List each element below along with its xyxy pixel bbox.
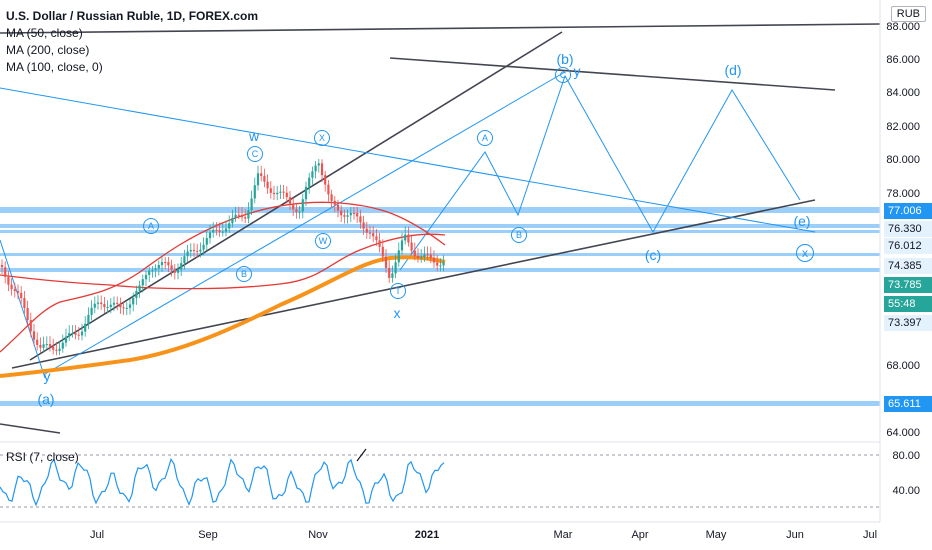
trend-lines[interactable] <box>0 23 881 434</box>
ma100-legend[interactable]: MA (100, close, 0) <box>6 60 103 74</box>
price-tick: 68.000 <box>886 360 920 372</box>
elliott-projection[interactable] <box>399 74 801 271</box>
chart-legend: U.S. Dollar / Russian Ruble, 1D, FOREX.c… <box>6 8 258 76</box>
wave-label-c-circle[interactable]: C <box>555 67 571 83</box>
wave-label-b-paren[interactable]: (b) <box>556 51 574 67</box>
price-tag-zone: 76.012 <box>884 238 932 254</box>
price-tag-zone: 77.006 <box>884 203 932 219</box>
time-tick: May <box>705 529 727 541</box>
price-tick: 86.000 <box>886 54 920 66</box>
wave-label-x-circle[interactable]: x <box>796 244 814 262</box>
price-tick: 88.000 <box>886 21 920 33</box>
last-price-tag: 73.785 <box>884 277 932 293</box>
rsi-line <box>0 458 445 507</box>
wave-label-a[interactable]: A <box>143 218 159 234</box>
candlesticks <box>0 159 445 356</box>
channel-line-2[interactable] <box>44 71 566 375</box>
ma200-legend[interactable]: MA (200, close) <box>6 43 90 57</box>
price-tag-zone: 65.611 <box>884 396 932 412</box>
wave-label-w[interactable]: w <box>248 128 260 144</box>
time-tick: Mar <box>553 529 573 541</box>
price-tick: 84.000 <box>886 87 920 99</box>
wave-label-y-low[interactable]: y <box>43 368 51 384</box>
wave-label-w-mid[interactable]: W <box>315 233 331 249</box>
time-tick: Jul <box>89 529 105 541</box>
wave-label-e-paren[interactable]: (e) <box>793 213 811 229</box>
price-tag-zone: 76.330 <box>884 221 932 237</box>
channel-line[interactable] <box>0 87 816 233</box>
time-tick: Jul <box>862 529 878 541</box>
wave-label-a-proj[interactable]: A <box>477 130 493 146</box>
wave-label-c-paren[interactable]: (c) <box>644 247 662 263</box>
price-tick: 78.000 <box>886 188 920 200</box>
wave-label-a-paren[interactable]: (a) <box>37 391 55 407</box>
currency-button[interactable]: RUB <box>890 6 926 22</box>
price-tag-zone: 73.397 <box>884 315 932 331</box>
rsi-pane <box>0 441 880 508</box>
time-tick: Jun <box>786 529 804 541</box>
wave-label-t[interactable]: T <box>390 283 406 299</box>
time-tick: Sep <box>198 529 218 541</box>
wave-label-b[interactable]: B <box>236 266 252 282</box>
elliott-history[interactable] <box>0 239 46 379</box>
time-tick: Apr <box>631 529 649 541</box>
countdown-tag: 55:48 <box>884 296 932 312</box>
price-tag-zone: 74.385 <box>884 258 932 274</box>
price-tick: 64.000 <box>886 427 920 439</box>
ma200-line <box>0 255 446 378</box>
horizontal-zones <box>0 207 880 406</box>
symbol-title[interactable]: U.S. Dollar / Russian Ruble, 1D, FOREX.c… <box>6 9 259 23</box>
ma50-legend[interactable]: MA (50, close) <box>6 26 83 40</box>
rsi-legend[interactable]: RSI (7, close) <box>6 450 79 464</box>
wave-label-y-top[interactable]: y <box>573 63 581 79</box>
rsi-tick: 80.00 <box>892 450 920 462</box>
wave-label-d-paren[interactable]: (d) <box>724 62 742 78</box>
wave-label-b-proj[interactable]: B <box>511 227 527 243</box>
ma50-line <box>0 201 446 353</box>
wave-label-x[interactable]: X <box>314 130 330 146</box>
price-tick: 82.000 <box>886 121 920 133</box>
price-tick: 80.000 <box>886 154 920 166</box>
wave-label-c[interactable]: C <box>247 146 263 162</box>
wave-label-x-low[interactable]: x <box>393 305 401 321</box>
time-tick: 2021 <box>414 529 440 541</box>
rsi-tick: 40.00 <box>892 485 920 497</box>
time-tick: Nov <box>308 529 328 541</box>
